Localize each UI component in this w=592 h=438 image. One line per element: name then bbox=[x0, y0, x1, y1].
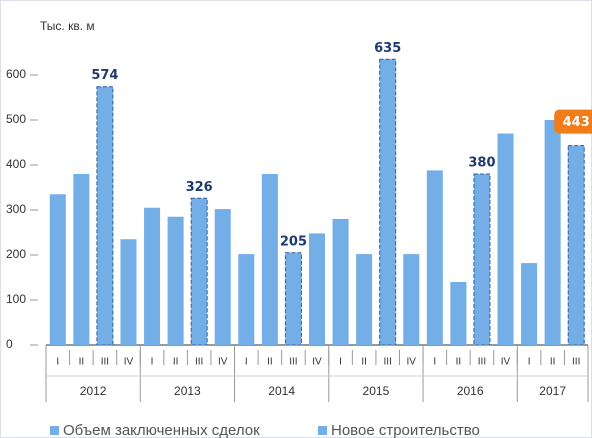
y-tick-label: 0 bbox=[6, 337, 13, 351]
y-axis-label: Тыс. кв. м bbox=[40, 19, 95, 33]
bar bbox=[403, 254, 420, 345]
x-tick-label: II bbox=[267, 357, 273, 368]
bar bbox=[426, 170, 443, 345]
x-tick-label: I bbox=[433, 357, 436, 368]
x-tick-label: III bbox=[384, 357, 392, 368]
bar bbox=[238, 254, 255, 345]
bar bbox=[521, 263, 538, 345]
bar bbox=[497, 133, 514, 345]
x-tick-label: III bbox=[195, 357, 203, 368]
x-tick-label: III bbox=[289, 357, 297, 368]
bar bbox=[332, 219, 349, 345]
x-group-label: 2014 bbox=[268, 384, 295, 398]
bar bbox=[167, 216, 184, 345]
y-tick-label: 300 bbox=[6, 202, 26, 216]
bar bbox=[261, 174, 278, 345]
value-label: 443 bbox=[563, 115, 590, 130]
bar bbox=[49, 194, 66, 345]
bar bbox=[214, 209, 231, 345]
y-tick-label: 500 bbox=[6, 112, 26, 126]
value-label: 326 bbox=[186, 180, 213, 195]
x-tick-label: I bbox=[339, 357, 342, 368]
y-tick-label: 200 bbox=[6, 247, 26, 261]
x-group-label: 2013 bbox=[174, 384, 201, 398]
legend-swatch bbox=[50, 426, 59, 435]
value-label: 635 bbox=[374, 41, 401, 56]
y-tick-label: 600 bbox=[6, 67, 26, 81]
value-label: 380 bbox=[468, 156, 495, 171]
x-group-label: 2015 bbox=[363, 384, 390, 398]
bar bbox=[308, 233, 326, 345]
legend-label: Объем заключенных сделок bbox=[63, 422, 260, 438]
x-tick-label: II bbox=[79, 357, 85, 368]
x-tick-label: II bbox=[361, 357, 367, 368]
x-tick-label: IV bbox=[218, 357, 228, 368]
x-tick-label: I bbox=[245, 357, 248, 368]
value-label-box bbox=[554, 109, 592, 134]
x-tick-label: II bbox=[173, 357, 179, 368]
x-group-label: 2017 bbox=[539, 384, 566, 398]
y-tick-label: 400 bbox=[6, 157, 26, 171]
bar bbox=[450, 282, 467, 345]
bar bbox=[144, 207, 161, 345]
bar bbox=[96, 86, 114, 346]
x-tick-label: IV bbox=[312, 357, 322, 368]
bar bbox=[190, 197, 208, 346]
bar bbox=[567, 145, 585, 346]
value-label: 205 bbox=[280, 234, 307, 249]
bar bbox=[120, 239, 137, 345]
x-tick-label: IV bbox=[124, 357, 134, 368]
x-tick-label: II bbox=[456, 357, 462, 368]
x-tick-label: IV bbox=[501, 357, 511, 368]
x-group-label: 2012 bbox=[80, 384, 107, 398]
y-tick-label: 100 bbox=[6, 292, 26, 306]
legend-label: Новое строительство bbox=[331, 422, 480, 438]
value-label: 574 bbox=[91, 68, 118, 83]
legend-swatch bbox=[318, 426, 327, 435]
bar bbox=[284, 252, 302, 346]
x-tick-label: III bbox=[101, 357, 109, 368]
x-tick-label: I bbox=[56, 357, 59, 368]
x-tick-label: II bbox=[550, 357, 556, 368]
x-tick-label: III bbox=[572, 357, 580, 368]
x-group-label: 2016 bbox=[457, 384, 484, 398]
bar bbox=[473, 173, 491, 346]
bar bbox=[73, 174, 90, 345]
x-tick-label: III bbox=[478, 357, 486, 368]
bar bbox=[356, 254, 373, 345]
x-tick-label: I bbox=[528, 357, 531, 368]
bar bbox=[544, 120, 561, 345]
x-tick-label: I bbox=[151, 357, 154, 368]
bar bbox=[379, 58, 397, 346]
x-tick-label: IV bbox=[407, 357, 417, 368]
